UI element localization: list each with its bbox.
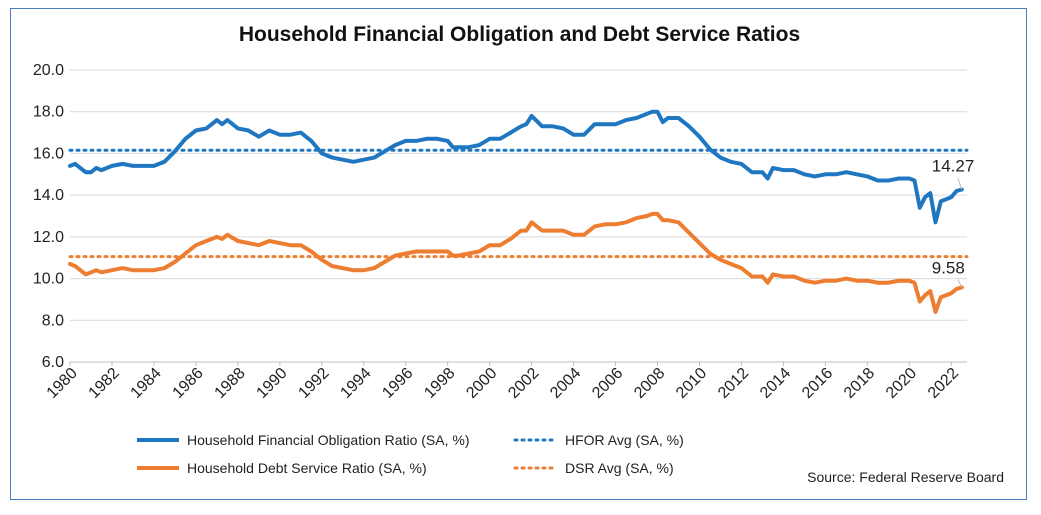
x-tick-label: 1992 xyxy=(295,365,332,402)
x-tick-label: 1994 xyxy=(337,365,374,402)
series-layer xyxy=(68,109,969,314)
x-tick-label: 2016 xyxy=(799,365,836,402)
legend-label: DSR Avg (SA, %) xyxy=(565,460,674,476)
x-tick-label: 1984 xyxy=(128,365,165,402)
y-tick-label: 12.0 xyxy=(33,229,64,246)
series-line-2 xyxy=(68,211,964,314)
y-tick-label: 10.0 xyxy=(33,271,64,288)
x-tick-label: 2002 xyxy=(505,365,542,402)
legend-label: Household Debt Service Ratio (SA, %) xyxy=(187,460,427,476)
x-tick-label: 2004 xyxy=(547,365,584,402)
y-tick-label: 14.0 xyxy=(33,187,64,204)
end-label: 14.27 xyxy=(932,157,975,176)
legend-label: Household Financial Obligation Ratio (SA… xyxy=(187,432,469,448)
x-tick-label: 2018 xyxy=(841,365,878,402)
x-tick-label: 2014 xyxy=(757,365,794,402)
end-labels: 14.27 9.58 xyxy=(932,157,975,288)
x-tick-label: 1982 xyxy=(86,365,123,402)
x-tick-label: 1990 xyxy=(253,365,290,402)
y-tick-label: 20.0 xyxy=(33,62,64,79)
end-label-leader xyxy=(957,279,963,288)
x-tick-label: 1988 xyxy=(211,365,248,402)
y-tick-label: 16.0 xyxy=(33,145,64,162)
x-tick-label: 1986 xyxy=(170,365,207,402)
source-note: Source: Federal Reserve Board xyxy=(807,469,1004,485)
x-tick-label: 1998 xyxy=(421,365,458,402)
x-tick-label: 2012 xyxy=(715,365,752,402)
legend-label: HFOR Avg (SA, %) xyxy=(565,432,684,448)
gridlines xyxy=(69,69,967,366)
x-tick-label: 2006 xyxy=(589,365,626,402)
x-axis-ticks: 1980 1982 1984 1986 1988 1990 1992 1994 1996 1998… xyxy=(44,365,963,402)
y-tick-label: 6.0 xyxy=(42,354,64,371)
x-tick-label: 1996 xyxy=(379,365,416,402)
chart-title: Household Financial Obligation and Debt … xyxy=(238,23,801,46)
series-line-0 xyxy=(68,109,964,225)
x-tick-label: 2008 xyxy=(631,365,668,402)
chart-frame: Household Financial Obligation and Debt … xyxy=(10,8,1027,500)
x-tick-label: 2010 xyxy=(673,365,710,402)
legend: Household Financial Obligation Ratio (SA… xyxy=(137,432,684,476)
y-tick-label: 8.0 xyxy=(42,312,64,329)
end-label: 9.58 xyxy=(932,258,965,277)
x-tick-label: 2000 xyxy=(463,365,500,402)
x-tick-label: 2020 xyxy=(883,365,920,402)
y-tick-label: 18.0 xyxy=(33,104,64,121)
end-label-leader xyxy=(957,177,963,190)
y-axis-ticks: 20.0 18.0 16.0 14.0 12.0 10.0 8.0 6.0 xyxy=(33,62,64,371)
x-tick-label: 2022 xyxy=(925,365,962,402)
